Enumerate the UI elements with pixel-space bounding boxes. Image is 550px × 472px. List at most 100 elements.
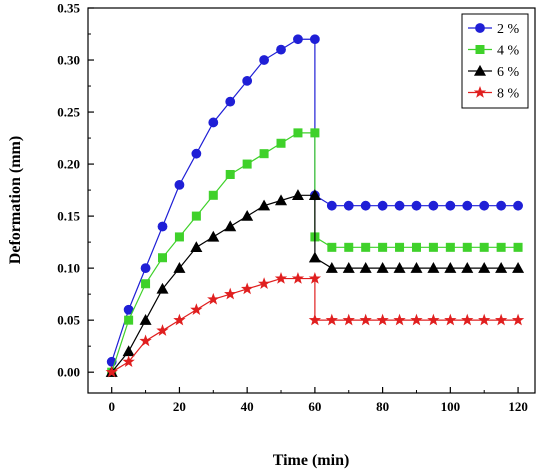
legend-marker [473, 64, 487, 76]
data-point [479, 242, 489, 252]
series-line [111, 277, 519, 373]
data-point [207, 230, 220, 242]
y-tick-label: 0.35 [57, 1, 80, 16]
data-point [241, 209, 254, 221]
data-point [342, 262, 355, 273]
data-point [359, 262, 372, 273]
y-axis: 0.00 0.05 0.10 0.15 0.20 0.25 0.30 0.35 [57, 1, 94, 380]
data-point [308, 189, 321, 200]
x-axis-title: Time (min) [273, 452, 350, 469]
data-point [376, 313, 389, 326]
data-point [444, 262, 457, 273]
data-point [258, 199, 271, 211]
data-point [461, 313, 474, 326]
data-point [139, 314, 152, 325]
data-point [293, 34, 303, 45]
x-tick-label: 100 [441, 399, 461, 414]
data-point [462, 200, 473, 211]
data-point [293, 128, 303, 138]
series-4 [105, 272, 525, 378]
data-point [156, 324, 169, 336]
y-tick-label: 0.25 [57, 105, 80, 120]
legend-marker [473, 86, 487, 98]
y-tick-label: 0.10 [57, 261, 80, 276]
x-tick-label: 80 [376, 399, 389, 414]
data-point [428, 200, 439, 211]
data-point [158, 253, 168, 263]
legend-label: 6 % [497, 65, 520, 80]
series-layer [105, 34, 525, 378]
data-point [325, 262, 338, 273]
data-point [427, 313, 440, 326]
legend-label: 4 % [497, 44, 520, 59]
data-point [479, 200, 490, 211]
data-point [275, 194, 288, 206]
data-point [276, 44, 286, 55]
data-point [512, 262, 525, 273]
x-tick-label: 20 [173, 399, 186, 414]
data-point [428, 242, 438, 252]
legend-marker [475, 44, 485, 54]
data-point [274, 272, 288, 284]
data-point [462, 242, 472, 252]
data-point [208, 117, 219, 128]
data-point [327, 242, 337, 252]
data-point [139, 334, 152, 347]
legend: 2 % 4 % 6 % 8 % [461, 13, 529, 109]
series-3 [105, 189, 525, 377]
data-point [259, 149, 269, 159]
data-point [310, 128, 320, 138]
y-tick-label: 0.30 [57, 53, 80, 68]
data-point [411, 242, 421, 252]
data-point [242, 75, 253, 86]
y-tick-label: 0.20 [57, 157, 80, 172]
y-tick-label: 0.05 [57, 313, 80, 328]
series-1 [106, 34, 523, 367]
data-point [224, 287, 237, 300]
data-point [344, 242, 354, 252]
x-tick-label: 60 [308, 399, 321, 414]
data-point [461, 262, 474, 273]
legend-label: 8 % [497, 87, 520, 102]
data-point [359, 313, 372, 326]
data-point [224, 220, 237, 232]
data-point [259, 55, 269, 65]
data-point [240, 282, 254, 295]
plot-frame [87, 7, 536, 394]
data-point [444, 313, 457, 326]
data-point [291, 189, 304, 200]
data-point [309, 34, 320, 45]
data-point [410, 262, 423, 273]
data-point [174, 232, 184, 242]
data-point [394, 200, 405, 211]
data-point [190, 241, 203, 253]
data-point [308, 251, 321, 263]
data-point [342, 313, 355, 326]
data-point [378, 242, 388, 252]
data-point [513, 200, 523, 211]
data-point [225, 96, 236, 107]
data-point [225, 169, 235, 179]
data-point [478, 313, 491, 326]
y-tick-label: 0.15 [57, 209, 80, 224]
data-point [513, 242, 523, 252]
data-point [191, 148, 202, 159]
data-point [208, 190, 218, 200]
data-point [494, 313, 508, 326]
x-tick-label: 120 [508, 399, 528, 414]
legend-label: 2 % [497, 22, 520, 37]
data-point [495, 262, 508, 273]
y-tick-label: 0.00 [57, 365, 80, 380]
data-point [325, 313, 338, 326]
data-point [122, 345, 135, 357]
data-point [361, 242, 371, 252]
data-point [276, 138, 286, 148]
data-point [157, 221, 168, 232]
data-point [478, 262, 491, 273]
data-point [190, 303, 203, 316]
data-point [511, 313, 525, 326]
x-axis: 0 20 40 60 80 100 120 [108, 387, 528, 414]
data-point [156, 282, 169, 294]
series-2 [107, 128, 523, 377]
